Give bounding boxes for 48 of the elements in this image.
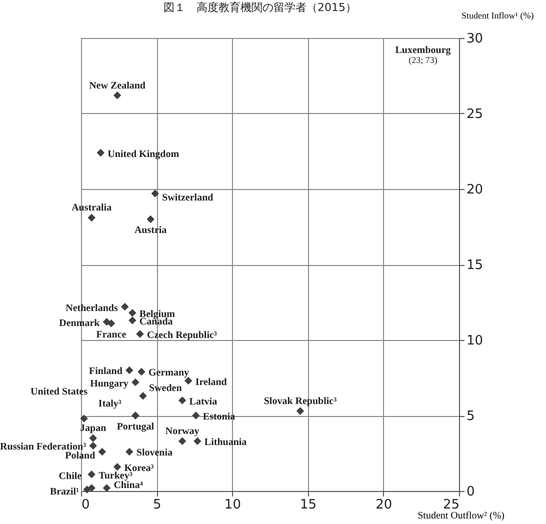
series-label: United Kingdom [108,148,180,160]
series-label: Australia [72,202,112,214]
series-label: Portugal [116,422,154,432]
y-axis-title: Student Inflow¹ (%) [462,10,534,20]
x-tick-label: 20 [376,498,392,512]
annotation: Luxembourg [395,45,451,56]
y-tick-label: 30 [466,32,484,46]
series-label: Chile [58,470,82,482]
series-label: Switzerland [162,192,214,204]
series-label: China⁴ [114,480,143,491]
series-label: Russian Federation³ [0,442,86,453]
series-label: Hungary [90,378,128,390]
chart-title: 図１ 高度教育機関の留学者（2015） [164,1,356,14]
series-label: Netherlands [66,302,118,314]
series-label: Poland [65,450,96,462]
x-tick-label: 0 [82,498,90,512]
series-label: Ireland [195,376,228,388]
series-label: France [96,329,127,340]
series-label: Czech Republic³ [146,330,217,341]
series-label: Sweden [148,382,182,394]
series-label: Denmark [59,318,100,329]
series-label: Slovenia [136,448,173,459]
series-label: Brazil¹ [50,486,80,498]
series-label: Estonia [202,412,236,422]
series-label: United States [30,386,88,398]
series-label: Austria [134,225,167,236]
series-label: Germany [148,368,190,379]
y-tick-label: 5 [466,409,475,424]
series-label: Finland [89,366,123,378]
series-label: Slovak Republic³ [264,396,337,407]
x-tick-label: 25 [442,498,460,512]
x-tick-label: 5 [152,498,162,512]
series-label: Turkey³ [98,470,132,482]
y-tick-label: 15 [466,258,484,273]
series-label: Italy³ [98,398,122,410]
series-label: Norway [165,426,200,438]
x-tick-label: 15 [300,498,317,512]
x-axis-title: Student Outflow² (%) [418,510,504,522]
y-tick-label: 10 [466,334,484,348]
series-label: New Zealand [89,80,146,92]
y-tick-label: 0 [466,484,475,500]
series-label: Lithuania [204,437,247,448]
series-label: Japan [80,423,107,434]
x-tick-label: 10 [224,498,241,512]
annotation: (23; 73) [408,55,438,65]
series-label: Latvia [189,396,218,408]
y-tick-label: 20 [466,182,484,198]
y-tick-label: 25 [466,107,484,122]
